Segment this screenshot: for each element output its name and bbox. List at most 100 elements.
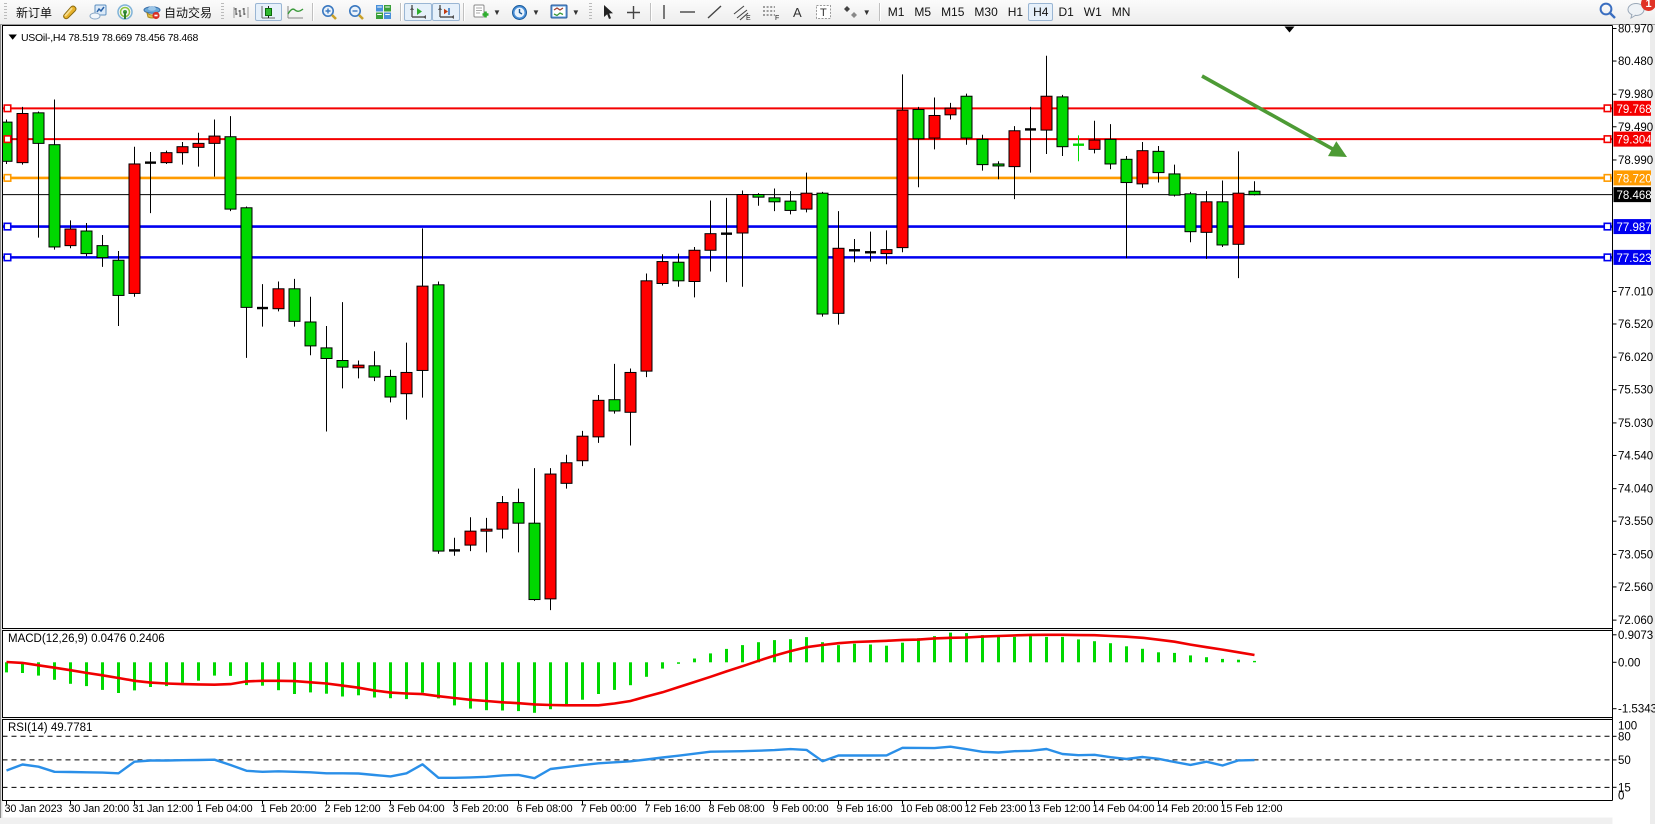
time-axis-label: 3 Feb 20:00	[453, 803, 509, 815]
hline-78.720-handle[interactable]	[3, 173, 12, 182]
rsi-scale-label: 80	[1618, 731, 1631, 743]
candle-1	[16, 106, 29, 165]
time-axis-label: 7 Feb 16:00	[645, 803, 701, 815]
auto-trading-button[interactable]: 自动交易	[138, 3, 217, 21]
candles-layer	[3, 55, 1612, 611]
fibonacci-button[interactable]: F	[757, 3, 786, 21]
candle-9	[145, 152, 156, 214]
tf-w1-button[interactable]: W1	[1079, 3, 1107, 21]
templates-button[interactable]: ▼	[545, 3, 585, 21]
hline-79.768-handle[interactable]	[3, 104, 12, 113]
zoom-in-button[interactable]	[316, 3, 343, 21]
candle-60	[960, 93, 973, 145]
tf-h1-button[interactable]: H1	[1003, 3, 1028, 21]
cursor-arrow-icon	[601, 4, 615, 20]
zoom-out-button[interactable]	[343, 3, 370, 21]
hline-77.523-handle[interactable]	[3, 253, 12, 262]
cursor-arrow-button[interactable]	[596, 3, 620, 21]
chart-shift-button[interactable]	[432, 3, 461, 21]
tf-d1-button[interactable]: D1	[1053, 3, 1078, 21]
line-chart-button[interactable]	[282, 3, 309, 21]
candle-70	[1120, 155, 1133, 259]
hline-79.304-handle[interactable]	[1603, 135, 1612, 144]
candle-37	[592, 395, 605, 443]
candle-74	[1184, 191, 1197, 243]
candle-2	[32, 111, 45, 238]
candle-71	[1136, 142, 1149, 188]
candle-chart-button[interactable]	[255, 3, 283, 21]
price-axis-label: 75.030	[1618, 418, 1653, 430]
toolbar-separator	[312, 3, 314, 21]
notifications-button[interactable]: 1	[1627, 0, 1655, 22]
price-badge-label: 77.523	[1617, 253, 1652, 265]
price-axis-label: 75.530	[1618, 385, 1653, 397]
candle-19	[304, 296, 317, 356]
hline-77.987-handle[interactable]	[1603, 222, 1612, 231]
text-label-icon: T	[815, 4, 832, 20]
text-button[interactable]: A	[786, 3, 810, 21]
crosshair-button[interactable]	[620, 3, 647, 21]
search-button[interactable]	[1598, 1, 1617, 23]
text-label-button[interactable]: T	[810, 3, 837, 21]
auto-scroll-button[interactable]	[404, 3, 433, 21]
indicators-button[interactable]: ▼	[467, 3, 506, 21]
trend-arrow-annotation[interactable]	[1201, 74, 1347, 157]
rsi-line	[6, 745, 1255, 780]
candle-47	[752, 193, 765, 206]
tile-windows-button[interactable]	[370, 3, 397, 21]
history-book-button[interactable]	[57, 3, 84, 21]
time-axis-label: 15 Feb 12:00	[1221, 803, 1283, 815]
rsi-scale-label: 100	[1618, 721, 1637, 733]
candle-29	[464, 517, 477, 552]
arrows-dropdown-icon[interactable]: ▼	[862, 7, 871, 17]
candle-16	[257, 284, 268, 327]
text-icon: A	[791, 4, 805, 20]
price-axis-label: 80.970	[1618, 24, 1653, 36]
time-axis-label: 12 Feb 23:00	[965, 803, 1027, 815]
time-axis-label: 14 Feb 04:00	[1093, 803, 1155, 815]
horizontal-line-button[interactable]	[674, 3, 701, 21]
signals-button[interactable]	[112, 3, 138, 21]
candle-49	[784, 191, 797, 215]
tf-mn-button[interactable]: MN	[1107, 3, 1136, 21]
periods-button[interactable]: ▼	[506, 3, 545, 21]
price-badge-label: 77.987	[1617, 222, 1652, 234]
trend-line-button[interactable]	[701, 3, 728, 21]
candle-76	[1216, 180, 1229, 247]
tf-m15-button[interactable]: M15	[936, 3, 969, 21]
templates-dropdown-icon[interactable]: ▼	[571, 7, 580, 17]
candle-34	[544, 468, 557, 611]
tf-m1-button[interactable]: M1	[883, 3, 910, 21]
candle-67	[1073, 135, 1084, 162]
candle-38	[608, 363, 621, 414]
hline-77.523-handle[interactable]	[1603, 253, 1612, 262]
indicators-dropdown-icon[interactable]: ▼	[493, 7, 501, 17]
candle-30	[480, 517, 493, 553]
equidistant-channel-button[interactable]: E	[728, 3, 757, 21]
vertical-line-button[interactable]	[654, 3, 674, 21]
candle-33	[528, 468, 541, 601]
hline-77.987-handle[interactable]	[3, 222, 12, 231]
svg-text:E: E	[746, 15, 751, 21]
hline-78.720-handle[interactable]	[1603, 173, 1612, 182]
chart-shift-marker[interactable]	[1284, 26, 1295, 33]
hline-79.304-handle[interactable]	[3, 135, 12, 144]
candle-4	[64, 220, 77, 249]
arrows-button[interactable]: ▼	[837, 3, 876, 21]
new-order-button[interactable]: 新订单	[11, 3, 57, 21]
tf-m5-button[interactable]: M5	[909, 3, 936, 21]
tf-h4-button[interactable]: H4	[1028, 3, 1054, 21]
periods-dropdown-icon[interactable]: ▼	[531, 7, 540, 17]
time-axis-label: 14 Feb 20:00	[1157, 803, 1219, 815]
market-watch-button[interactable]	[84, 3, 112, 21]
main-chart-pane[interactable]	[2, 25, 1613, 629]
macd-layer	[5, 632, 1256, 713]
tf-m30-button[interactable]: M30	[969, 3, 1002, 21]
symbol-dropdown-icon[interactable]	[8, 34, 17, 40]
macd-label: MACD(12,26,9) 0.0476 0.2406	[8, 633, 165, 645]
toolbar-grip	[2, 3, 9, 21]
candle-36	[576, 430, 589, 467]
hline-79.768-handle[interactable]	[1603, 104, 1612, 113]
bar-chart-button[interactable]	[228, 3, 255, 21]
